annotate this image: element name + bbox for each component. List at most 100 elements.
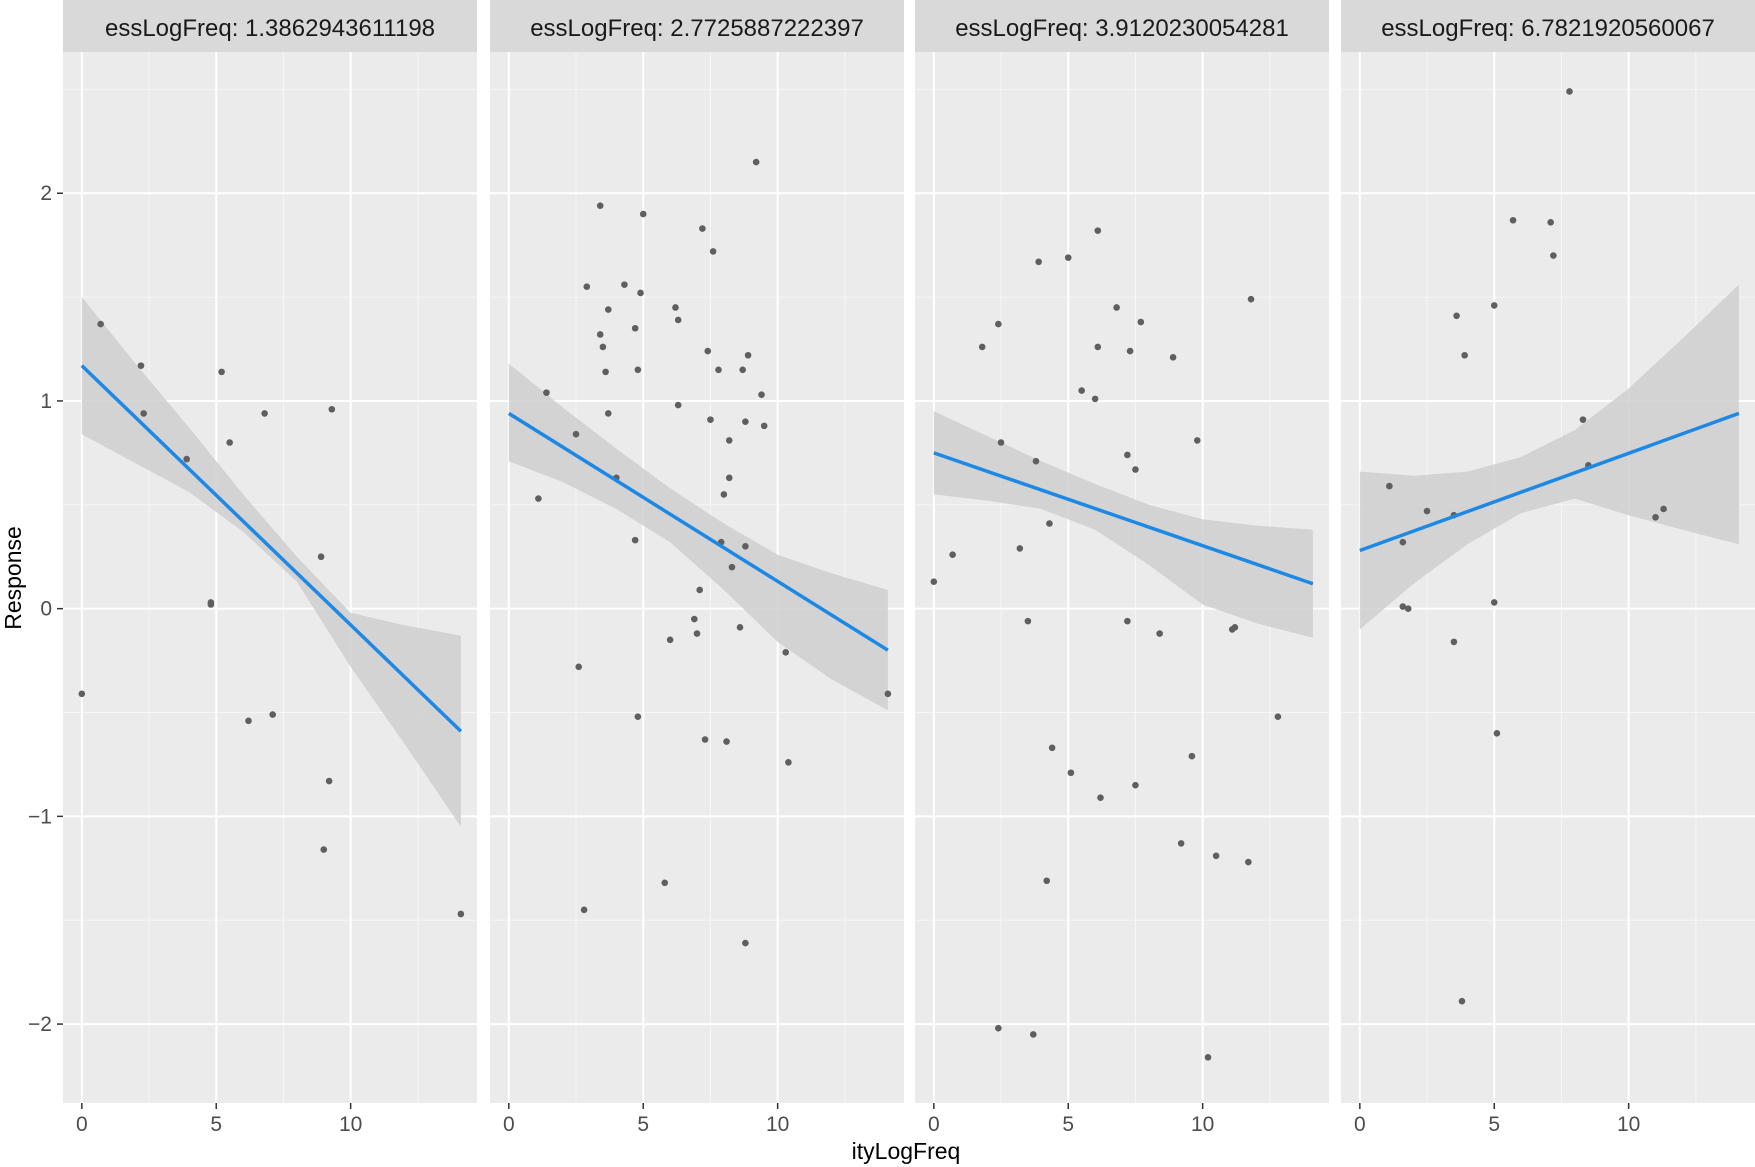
data-point: [1490, 599, 1498, 606]
data-point: [949, 551, 956, 558]
x-tick-label: 10: [339, 1113, 362, 1136]
x-tick-label: 0: [76, 1113, 88, 1136]
y-tick-label: 0: [40, 598, 52, 621]
data-point: [736, 624, 744, 631]
data-point: [183, 455, 190, 463]
data-point: [1188, 752, 1196, 760]
data-point: [672, 304, 679, 311]
regression-line: [507, 411, 889, 652]
data-point: [709, 248, 717, 255]
data-point: [140, 410, 147, 417]
data-point: [666, 636, 674, 644]
data-point: [674, 401, 682, 409]
data-point: [997, 439, 1005, 446]
data-point: [661, 879, 669, 887]
facet-strip-label: essLogFreq: 1.3862943611198: [105, 15, 435, 42]
confidence-ribbon: [933, 411, 1313, 638]
facet-strip: [1341, 0, 1755, 52]
data-point: [261, 410, 268, 417]
data-point: [1204, 1054, 1212, 1061]
data-point: [325, 777, 333, 785]
data-point: [785, 759, 792, 766]
data-point: [1212, 852, 1220, 860]
data-point: [725, 437, 733, 444]
x-tick-label: 0: [503, 1113, 515, 1136]
data-point: [1450, 638, 1458, 646]
data-point: [1029, 1031, 1037, 1038]
data-point: [728, 563, 736, 571]
data-point: [1156, 630, 1163, 637]
data-point: [1067, 769, 1075, 777]
data-point: [575, 663, 583, 671]
data-point: [78, 690, 86, 698]
data-point: [1046, 520, 1053, 527]
x-axis-title: ityLogFreq: [852, 1138, 961, 1164]
data-point: [1032, 457, 1040, 465]
data-point: [631, 536, 639, 544]
data-point: [602, 368, 609, 376]
confidence-ribbon: [81, 297, 461, 827]
data-point: [995, 1024, 1002, 1032]
y-tick-label: −2: [28, 1013, 52, 1036]
facet-strip: [63, 0, 477, 52]
data-point: [1016, 545, 1024, 552]
data-point: [328, 405, 336, 413]
data-point: [583, 283, 591, 291]
data-point: [1458, 997, 1466, 1005]
regression-line: [1359, 411, 1740, 553]
y-tick-label: −1: [28, 805, 52, 828]
data-point: [1078, 387, 1085, 394]
data-point: [1043, 877, 1051, 885]
data-point: [758, 391, 765, 399]
data-point: [1550, 252, 1557, 259]
data-point: [1245, 858, 1252, 866]
facet-panel: essLogFreq: 6.7821920560067 0 5 10: [1341, 0, 1755, 1136]
data-point: [1579, 416, 1587, 423]
x-tick-label: 5: [637, 1113, 649, 1136]
data-point: [572, 430, 580, 438]
data-point: [1177, 840, 1185, 847]
data-point: [1404, 605, 1412, 612]
facet-strip-label: essLogFreq: 2.7725887222397: [530, 15, 864, 42]
data-point: [1652, 513, 1659, 521]
data-point: [691, 615, 698, 623]
data-point: [1132, 466, 1139, 473]
x-tick-label: 10: [766, 1113, 789, 1136]
facet-panel: essLogFreq: 3.9120230054281 0 5 10: [915, 0, 1329, 1136]
data-point: [269, 711, 276, 718]
data-point: [1247, 295, 1255, 303]
data-point: [596, 331, 604, 338]
data-point: [674, 316, 682, 324]
data-point: [930, 578, 938, 585]
data-point: [1423, 507, 1431, 515]
data-point: [707, 416, 714, 423]
x-tick-label: 10: [1191, 1113, 1214, 1136]
data-point: [245, 717, 252, 725]
data-point: [218, 368, 225, 376]
data-point: [1490, 302, 1498, 309]
data-point: [1231, 624, 1239, 631]
data-point: [1137, 318, 1145, 326]
facet-strip: [490, 0, 904, 52]
data-point: [739, 366, 747, 374]
data-point: [317, 553, 325, 561]
data-point: [1113, 304, 1120, 311]
facet-panel: essLogFreq: 2.7725887222397 0 5 10: [490, 0, 904, 1136]
data-point: [884, 690, 892, 698]
panel-background: [63, 52, 477, 1103]
data-point: [604, 306, 612, 313]
data-point: [1035, 258, 1042, 266]
data-point: [699, 225, 706, 232]
data-point: [1091, 395, 1099, 403]
data-point: [1193, 437, 1201, 444]
data-point: [535, 495, 542, 502]
data-point: [995, 320, 1002, 328]
data-point: [1399, 603, 1407, 610]
facet-strip-label: essLogFreq: 6.7821920560067: [1381, 15, 1715, 42]
data-point: [1660, 505, 1667, 513]
data-point: [715, 366, 722, 374]
data-point: [1461, 351, 1468, 359]
data-point: [634, 713, 642, 720]
regression-line: [933, 451, 1314, 586]
